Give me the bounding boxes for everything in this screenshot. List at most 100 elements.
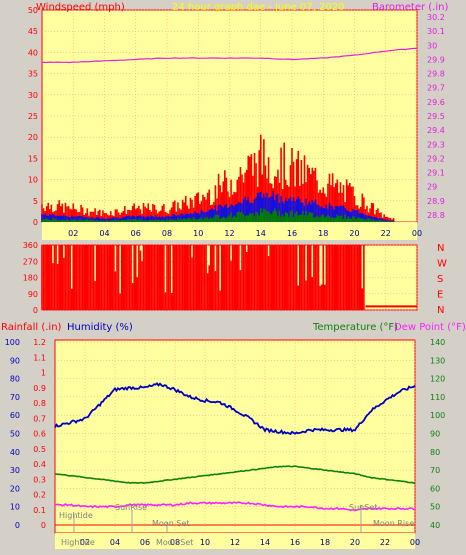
bottom-x-tick-label: 04 bbox=[110, 538, 120, 547]
baro-tick-label: 29.5 bbox=[427, 112, 445, 121]
baro-tick-label: 30 bbox=[427, 41, 437, 50]
top-x-tick-label: 22 bbox=[381, 229, 391, 238]
humidity-tick-label: 100 bbox=[5, 338, 20, 347]
compass-letter: N bbox=[437, 305, 444, 316]
top-x-tick-label: 12 bbox=[224, 229, 234, 238]
rain-tick-label: 1.2 bbox=[33, 338, 46, 347]
sunrise-label: SunRise bbox=[115, 503, 147, 512]
baro-tick-label: 28.9 bbox=[427, 197, 445, 206]
rain-tick-label: 0.9 bbox=[33, 384, 46, 393]
temp-tick-label: 140 bbox=[430, 338, 445, 347]
hightide1-label: Hightide bbox=[59, 511, 93, 520]
temp-tick-label: 70 bbox=[430, 466, 440, 475]
rain-tick-label: 0.2 bbox=[33, 491, 46, 500]
top-x-tick-label: 06 bbox=[131, 229, 141, 238]
rain-tick-label: 0.5 bbox=[33, 445, 46, 454]
baro-tick-label: 30.1 bbox=[427, 27, 445, 36]
top-x-tick-label: 16 bbox=[287, 229, 297, 238]
moonrise-label: Moon Rise bbox=[373, 519, 414, 528]
humidity-tick-label: 40 bbox=[10, 448, 20, 457]
humidity-tick-label: 20 bbox=[10, 484, 20, 493]
bottom-x-tick-label: 20 bbox=[350, 538, 360, 547]
temp-tick-label: 110 bbox=[430, 393, 445, 402]
rain-tick-label: 0.4 bbox=[33, 460, 46, 469]
rain-tick-label: 0.3 bbox=[33, 475, 46, 484]
dewpoint-axis-label: Dew Point (°F) bbox=[394, 322, 466, 333]
windspeed-axis-label: Windspeed (mph) bbox=[36, 2, 125, 13]
humidity-tick-label: 60 bbox=[10, 411, 20, 420]
humidity-tick-label: 70 bbox=[10, 393, 20, 402]
wind-tick-label: 0 bbox=[33, 218, 38, 227]
wind-tick-label: 45 bbox=[28, 27, 38, 36]
baro-tick-label: 28.8 bbox=[427, 211, 445, 220]
humidity-axis-label: Humidity (%) bbox=[67, 322, 133, 333]
top-x-tick-label: 04 bbox=[99, 229, 109, 238]
sunset-label: SunSet bbox=[349, 503, 377, 512]
humidity-tick-label: 10 bbox=[10, 503, 20, 512]
compass-letter: N bbox=[437, 243, 444, 254]
bottom-x-tick-label: 02 bbox=[80, 538, 90, 547]
rain-tick-label: 0.1 bbox=[33, 506, 46, 515]
wind-tick-label: 25 bbox=[28, 112, 38, 121]
compass-letter: E bbox=[437, 290, 443, 301]
dir-tick-label: 90 bbox=[28, 290, 38, 299]
top-x-tick-label: 18 bbox=[318, 229, 328, 238]
top-x-tick-label: 20 bbox=[349, 229, 359, 238]
humidity-tick-label: 50 bbox=[10, 430, 20, 439]
moonset2-label: Moon Set bbox=[156, 538, 193, 547]
rainfall-axis-label: Rainfall (.in) bbox=[1, 322, 62, 333]
bottom-x-tick-label: 22 bbox=[380, 538, 390, 547]
wind-tick-label: 10 bbox=[28, 176, 38, 185]
temp-tick-label: 50 bbox=[430, 503, 440, 512]
temp-tick-label: 40 bbox=[430, 521, 440, 530]
top-x-tick-label: 02 bbox=[68, 229, 78, 238]
humidity-tick-label: 0 bbox=[15, 521, 20, 530]
temp-tick-label: 120 bbox=[430, 375, 445, 384]
rain-tick-label: 0.7 bbox=[33, 414, 46, 423]
wind-baro-xaxis bbox=[42, 222, 417, 240]
humidity-tick-label: 90 bbox=[10, 356, 20, 365]
baro-tick-label: 29.6 bbox=[427, 98, 445, 107]
rain-tick-label: 1.1 bbox=[33, 353, 46, 362]
chart-title: 24 hour graph dae - June 07, 2020 bbox=[172, 2, 345, 13]
bottom-x-tick-label: 16 bbox=[290, 538, 300, 547]
baro-tick-label: 29.7 bbox=[427, 84, 445, 93]
rain-tick-label: 0.6 bbox=[33, 430, 46, 439]
temp-tick-label: 80 bbox=[430, 448, 440, 457]
temp-tick-label: 60 bbox=[430, 484, 440, 493]
bottom-x-tick-label: 14 bbox=[260, 538, 270, 547]
bottom-x-tick-label: 06 bbox=[140, 538, 150, 547]
wind-tick-label: 30 bbox=[28, 91, 38, 100]
top-x-tick-label: 08 bbox=[162, 229, 172, 238]
barometer-axis-label: Barometer (.in) bbox=[372, 2, 448, 13]
temperature-axis-label: Temperature (°F) bbox=[312, 322, 398, 333]
wind-tick-label: 50 bbox=[28, 6, 38, 15]
temp-tick-label: 90 bbox=[430, 430, 440, 439]
baro-tick-label: 29.8 bbox=[427, 70, 445, 79]
top-x-tick-label: 14 bbox=[256, 229, 266, 238]
baro-tick-label: 29 bbox=[427, 183, 437, 192]
compass-letter: W bbox=[437, 259, 447, 270]
humidity-tick-label: 80 bbox=[10, 375, 20, 384]
rain-tick-label: 1 bbox=[41, 369, 46, 378]
bottom-x-tick-label: 08 bbox=[170, 538, 180, 547]
baro-tick-label: 29.9 bbox=[427, 55, 445, 64]
wind-tick-label: 35 bbox=[28, 70, 38, 79]
dir-tick-label: 0 bbox=[33, 306, 38, 315]
hightide2-label: Hightide bbox=[61, 538, 95, 547]
compass-letter: S bbox=[437, 274, 443, 285]
dir-tick-label: 270 bbox=[23, 257, 38, 266]
dewpoint-line bbox=[54, 501, 415, 512]
humidity-line bbox=[54, 382, 416, 436]
baro-tick-label: 29.3 bbox=[427, 140, 445, 149]
bottom-x-tick-label: 10 bbox=[200, 538, 210, 547]
baro-tick-label: 29.4 bbox=[427, 126, 445, 135]
baro-tick-label: 30.2 bbox=[427, 13, 445, 22]
wind-tick-label: 15 bbox=[28, 154, 38, 163]
bottom-x-tick-label: 00 bbox=[410, 538, 420, 547]
rain-tick-label: 0 bbox=[41, 521, 46, 530]
humidity-tick-label: 30 bbox=[10, 466, 20, 475]
barometer-line bbox=[41, 47, 418, 64]
wind-tick-label: 40 bbox=[28, 48, 38, 57]
